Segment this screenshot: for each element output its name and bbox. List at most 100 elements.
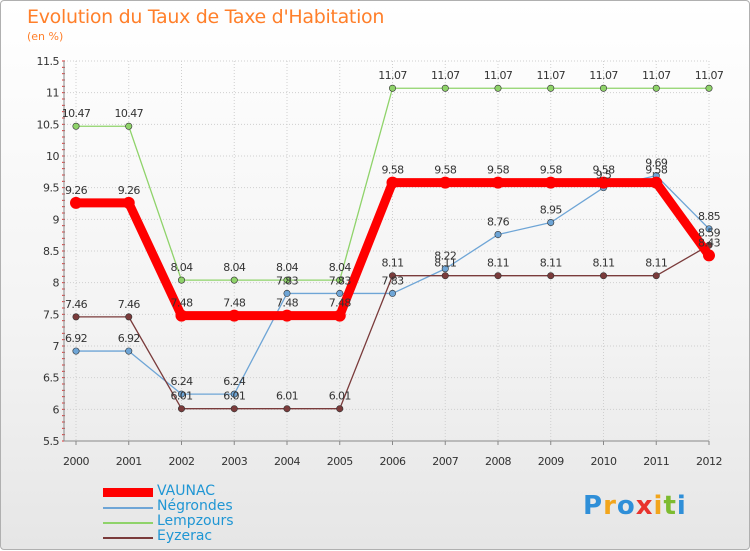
data-point-negrondes: [547, 219, 555, 227]
data-point-lempzours: [336, 276, 344, 284]
data-point-lempzours: [72, 122, 80, 130]
data-point-eyzerac: [178, 405, 186, 413]
legend-swatch: [103, 522, 153, 524]
data-label-negrondes: 7.83: [381, 274, 404, 287]
legend-swatch: [103, 537, 153, 539]
data-label-lempzours: 8.04: [223, 261, 246, 274]
x-tick-label: 2007: [432, 455, 458, 468]
data-point-eyzerac: [283, 405, 291, 413]
legend-label: Lempzours: [157, 513, 234, 529]
y-tick-label: 11.5: [37, 55, 60, 68]
data-point-negrondes: [388, 289, 396, 297]
data-point-eyzerac: [652, 272, 660, 280]
logo-letter: r: [603, 491, 617, 521]
data-label-vaunac: 9.58: [487, 164, 510, 177]
data-point-vaunac: [333, 309, 346, 322]
x-tick-label: 2006: [380, 455, 406, 468]
legend-label: Négrondes: [157, 498, 233, 514]
x-tick-label: 2012: [696, 455, 722, 468]
x-tick-label: 2011: [643, 455, 669, 468]
data-point-vaunac: [281, 309, 293, 322]
x-tick-label: 2000: [63, 455, 89, 468]
legend-swatch: [103, 488, 153, 497]
legend-label: Eyzerac: [157, 528, 213, 544]
logo-letter: t: [663, 491, 677, 521]
data-point-vaunac: [439, 176, 452, 189]
data-label-vaunac: 9.58: [540, 164, 563, 177]
data-label-vaunac: 7.48: [329, 297, 352, 310]
data-label-eyzerac: 7.46: [118, 298, 141, 311]
data-label-vaunac: 9.26: [118, 184, 141, 197]
data-point-negrondes: [705, 225, 713, 233]
data-label-eyzerac: 8.11: [434, 257, 456, 270]
x-tick-label: 2004: [274, 455, 300, 468]
data-label-eyzerac: 8.11: [381, 257, 403, 270]
data-point-lempzours: [388, 84, 396, 92]
data-point-eyzerac: [547, 272, 555, 280]
y-tick-label: 6.5: [43, 372, 59, 385]
y-tick-label: 5.5: [43, 435, 59, 448]
y-tick-label: 9.5: [43, 182, 59, 195]
data-label-negrondes: 8.22: [434, 250, 456, 263]
data-point-vaunac: [492, 176, 504, 189]
data-label-vaunac: 8.43: [698, 236, 721, 249]
data-label-negrondes: 8.85: [698, 210, 721, 223]
data-label-eyzerac: 6.01: [170, 390, 192, 403]
legend-swatch: [103, 507, 153, 509]
data-point-lempzours: [178, 276, 186, 284]
data-label-negrondes: 9.5: [596, 169, 612, 182]
data-label-lempzours: 10.47: [115, 107, 144, 120]
data-label-eyzerac: 8.11: [645, 257, 667, 270]
data-label-eyzerac: 6.01: [329, 390, 351, 403]
data-point-negrondes: [441, 265, 449, 273]
data-point-vaunac: [544, 176, 557, 189]
logo-letter: o: [616, 491, 636, 521]
data-point-vaunac: [597, 176, 610, 189]
data-label-lempzours: 11.07: [484, 69, 513, 82]
data-point-lempzours: [230, 276, 238, 284]
data-point-eyzerac: [388, 272, 396, 280]
data-point-negrondes: [125, 347, 133, 355]
y-tick-label: 8: [53, 277, 60, 290]
data-point-negrondes: [283, 289, 291, 297]
y-tick-label: 8.5: [43, 245, 59, 258]
data-label-negrondes: 8.76: [487, 216, 510, 229]
data-label-lempzours: 11.07: [378, 69, 407, 82]
data-label-eyzerac: 8.59: [698, 226, 721, 239]
data-label-lempzours: 8.04: [329, 261, 352, 274]
data-label-negrondes: 6.92: [65, 332, 87, 345]
data-label-negrondes: 6.24: [170, 375, 193, 388]
logo-letter: P: [583, 491, 604, 521]
data-point-lempzours: [441, 84, 449, 92]
data-point-lempzours: [599, 84, 607, 92]
x-tick-label: 2009: [538, 455, 564, 468]
data-point-negrondes: [72, 347, 80, 355]
data-label-negrondes: 8.95: [540, 204, 563, 217]
chart-subtitle: (en %): [27, 30, 64, 43]
data-point-vaunac: [175, 309, 188, 322]
legend-label: VAUNAC: [157, 483, 216, 499]
data-point-vaunac: [703, 249, 715, 262]
data-label-lempzours: 11.07: [695, 69, 724, 82]
data-point-lempzours: [547, 84, 555, 92]
logo-letter: i: [653, 491, 664, 521]
y-tick-label: 9: [53, 213, 60, 226]
data-label-lempzours: 11.07: [537, 69, 566, 82]
data-label-vaunac: 9.58: [381, 164, 404, 177]
data-label-vaunac: 7.48: [170, 297, 193, 310]
data-label-negrondes: 7.83: [329, 274, 352, 287]
data-point-eyzerac: [230, 405, 238, 413]
data-label-negrondes: 9.69: [645, 157, 668, 170]
data-label-negrondes: 6.24: [223, 375, 246, 388]
data-point-negrondes: [336, 289, 344, 297]
x-tick-label: 2005: [327, 455, 353, 468]
data-point-eyzerac: [494, 272, 502, 280]
series-lines: [70, 84, 715, 413]
data-point-vaunac: [386, 176, 399, 189]
data-label-eyzerac: 8.11: [487, 257, 509, 270]
data-label-lempzours: 8.04: [170, 261, 193, 274]
data-point-vaunac: [228, 309, 241, 322]
